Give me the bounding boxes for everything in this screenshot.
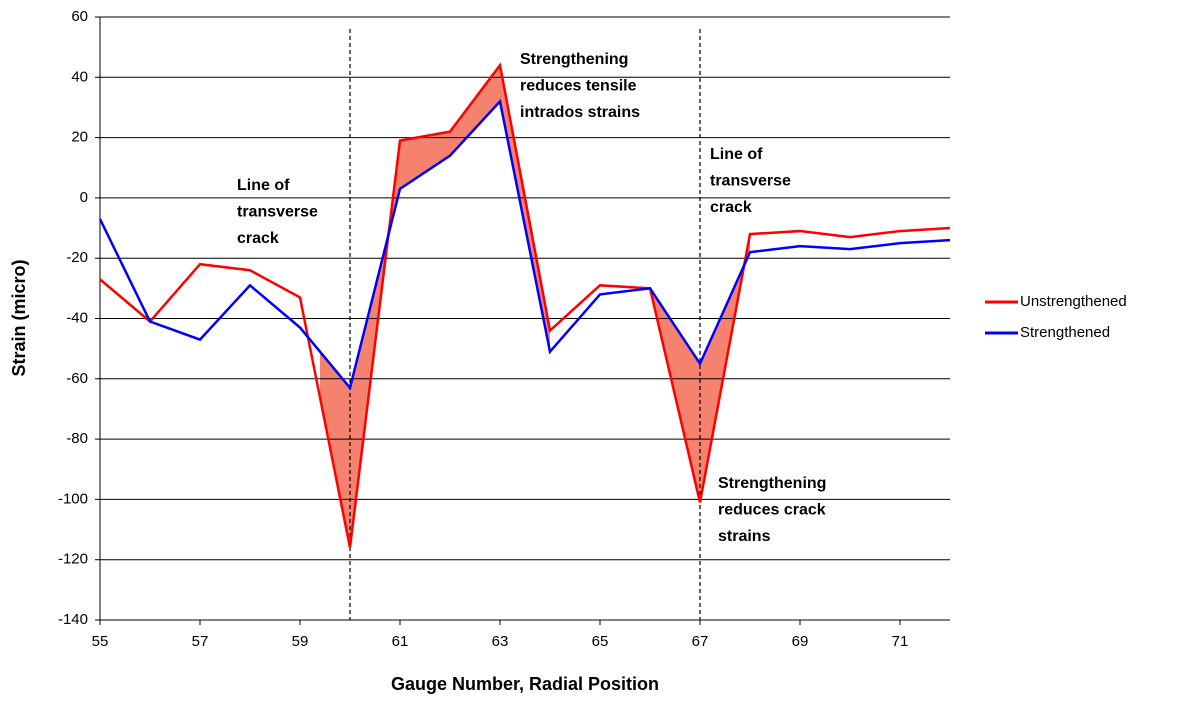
x-tick-label: 61 [392, 633, 409, 650]
x-tick-label: 71 [892, 633, 909, 650]
y-tick-label: 0 [80, 189, 88, 206]
annotation: transverse [710, 173, 791, 190]
annotation: transverse [237, 204, 318, 221]
x-tick-label: 55 [92, 633, 109, 650]
annotation: reduces crack [718, 502, 826, 519]
series-line [99, 62, 951, 548]
y-tick-label: -60 [66, 370, 88, 387]
annotation: crack [710, 199, 752, 216]
annotation: Strengthening [718, 475, 826, 492]
annotation: strains [718, 528, 771, 545]
y-tick-label: -140 [58, 611, 88, 628]
y-axis-title: Strain (micro) [9, 259, 29, 376]
annotation: Line of [710, 146, 763, 163]
x-tick-label: 59 [292, 633, 309, 650]
y-tick-label: -80 [66, 430, 88, 447]
fill-region [320, 140, 400, 548]
legend-label: Strengthened [1020, 324, 1110, 341]
annotation: reduces tensile [520, 78, 637, 95]
annotation: intrados strains [520, 104, 640, 121]
x-tick-label: 65 [592, 633, 609, 650]
legend-label: Unstrengthened [1020, 293, 1127, 310]
y-tick-label: 60 [71, 8, 88, 25]
annotation: Line of [237, 177, 290, 194]
y-tick-label: 40 [71, 68, 88, 85]
x-tick-label: 67 [692, 633, 709, 650]
y-tick-label: -100 [58, 490, 88, 507]
annotation: crack [237, 230, 279, 247]
x-tick-label: 69 [792, 633, 809, 650]
y-tick-label: -40 [66, 309, 88, 326]
y-tick-label: -120 [58, 551, 88, 568]
annotation: Strengthening [520, 51, 628, 68]
x-tick-label: 63 [492, 633, 509, 650]
y-tick-label: -20 [66, 249, 88, 266]
x-tick-label: 57 [192, 633, 209, 650]
x-axis-title: Gauge Number, Radial Position [391, 674, 659, 694]
y-tick-label: 20 [71, 129, 88, 146]
series-line [98, 98, 951, 391]
